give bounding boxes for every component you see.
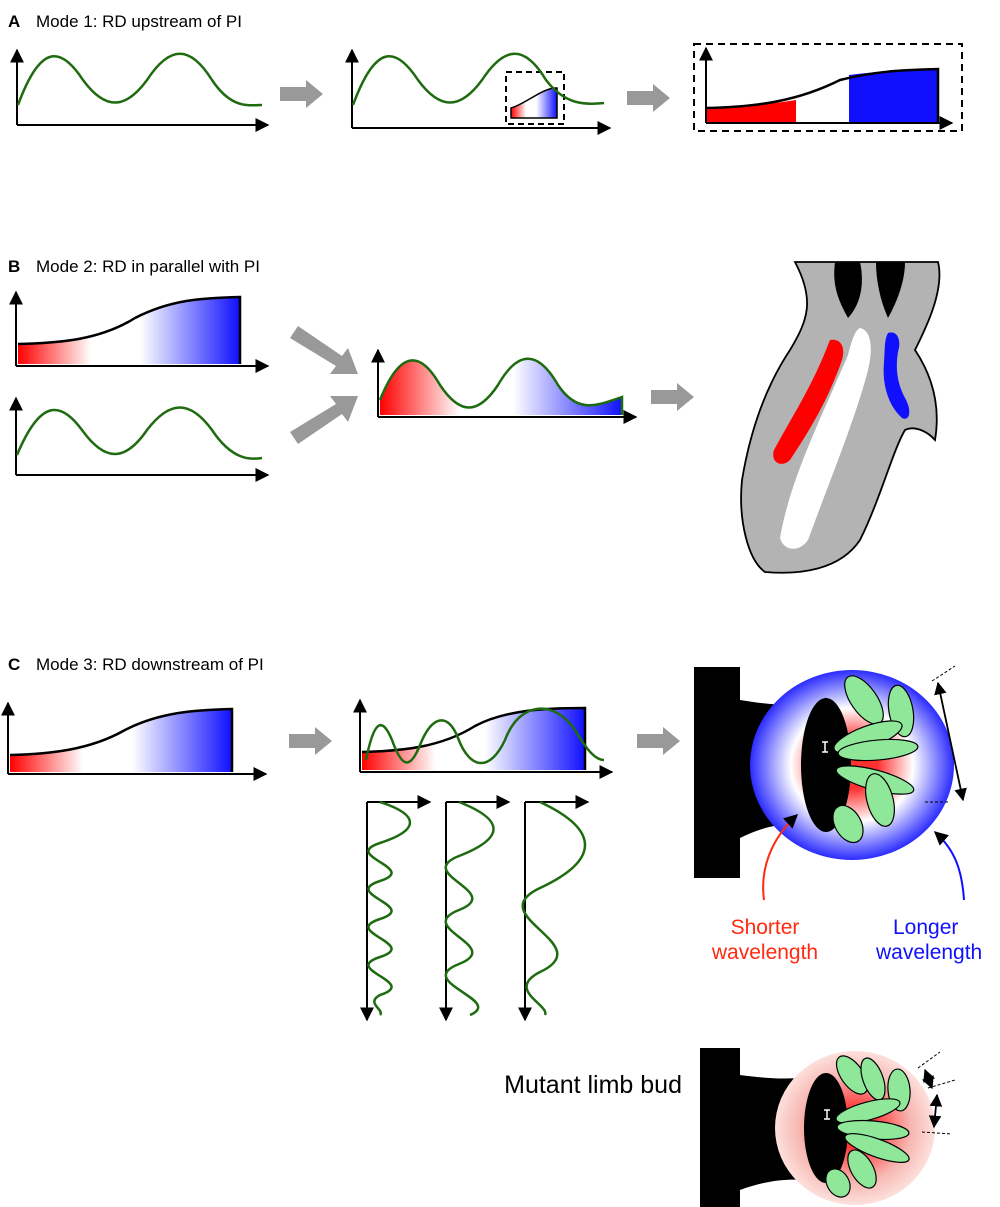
longer-label-line2: wavelength <box>875 941 982 964</box>
panel-a-letter: A <box>8 12 20 31</box>
b3-wave <box>378 357 624 415</box>
panel-a-title: Mode 1: RD upstream of PI <box>36 12 242 31</box>
panel-a: A Mode 1: RD upstream of PI <box>8 12 963 135</box>
b4-tissue-illustration <box>740 261 941 574</box>
tissue-red-stripe <box>773 339 844 464</box>
tissue-white-core <box>780 328 871 549</box>
panel-c-title: Mode 3: RD downstream of PI <box>36 655 264 674</box>
tissue-blue-stripe <box>883 332 910 419</box>
b2-wave <box>15 406 263 460</box>
a3-blue-region <box>849 70 938 122</box>
longer-label-line1: Longer <box>893 916 958 939</box>
longer-arrow <box>933 831 965 901</box>
a1-wave-plot <box>10 48 270 132</box>
a3-zoom-box <box>693 43 963 132</box>
b1-gradient-plot <box>9 290 270 373</box>
a-arrow-1 <box>280 80 323 108</box>
b3-pattern-fill <box>380 358 622 415</box>
c-vertical-wave-2 <box>439 795 511 1022</box>
c2-gradient-wave-plot <box>353 698 614 779</box>
panel-b-letter: B <box>8 257 20 276</box>
a-arrow-2 <box>627 84 670 112</box>
shorter-label-line1: Shorter <box>731 916 800 939</box>
c-arrow-2 <box>637 727 680 755</box>
a2-gradient-inset <box>510 87 558 119</box>
panel-c: C Mode 3: RD downstream of PI <box>0 655 982 1207</box>
mutant-label: Mutant limb bud <box>504 1071 682 1099</box>
c1-gradient-plot <box>0 701 268 781</box>
a2-wave-plot <box>345 48 612 135</box>
shorter-arrow <box>762 814 799 901</box>
a3-gradient-plot <box>693 43 963 132</box>
a3-curve <box>705 67 940 122</box>
a3-red-region <box>706 100 796 122</box>
limb-bud-mutant <box>700 1048 956 1207</box>
a1-wave <box>16 52 263 107</box>
limb-bud-wildtype <box>694 665 967 878</box>
a2-wave <box>351 52 605 106</box>
tissue-black-part-right <box>876 262 905 318</box>
panel-b: B Mode 2: RD in parallel with PI <box>8 257 941 574</box>
c-vertical-wave-3 <box>518 795 590 1022</box>
b2-wave-plot <box>9 396 270 482</box>
tissue-black-part-left <box>834 262 862 318</box>
b-arrow-down <box>290 326 358 374</box>
b-arrow-right <box>651 383 694 411</box>
c2-wave <box>364 707 605 765</box>
shorter-label-line2: wavelength <box>711 941 818 964</box>
mutant-digits <box>825 1055 911 1198</box>
panel-c-letter: C <box>8 655 20 674</box>
panel-b-title: Mode 2: RD in parallel with PI <box>36 257 260 276</box>
c-arrow-1 <box>289 727 332 755</box>
c-vertical-wave-1 <box>360 795 432 1022</box>
b3-combined-plot <box>371 348 638 424</box>
digits <box>832 675 919 844</box>
b-arrow-up <box>290 396 358 444</box>
